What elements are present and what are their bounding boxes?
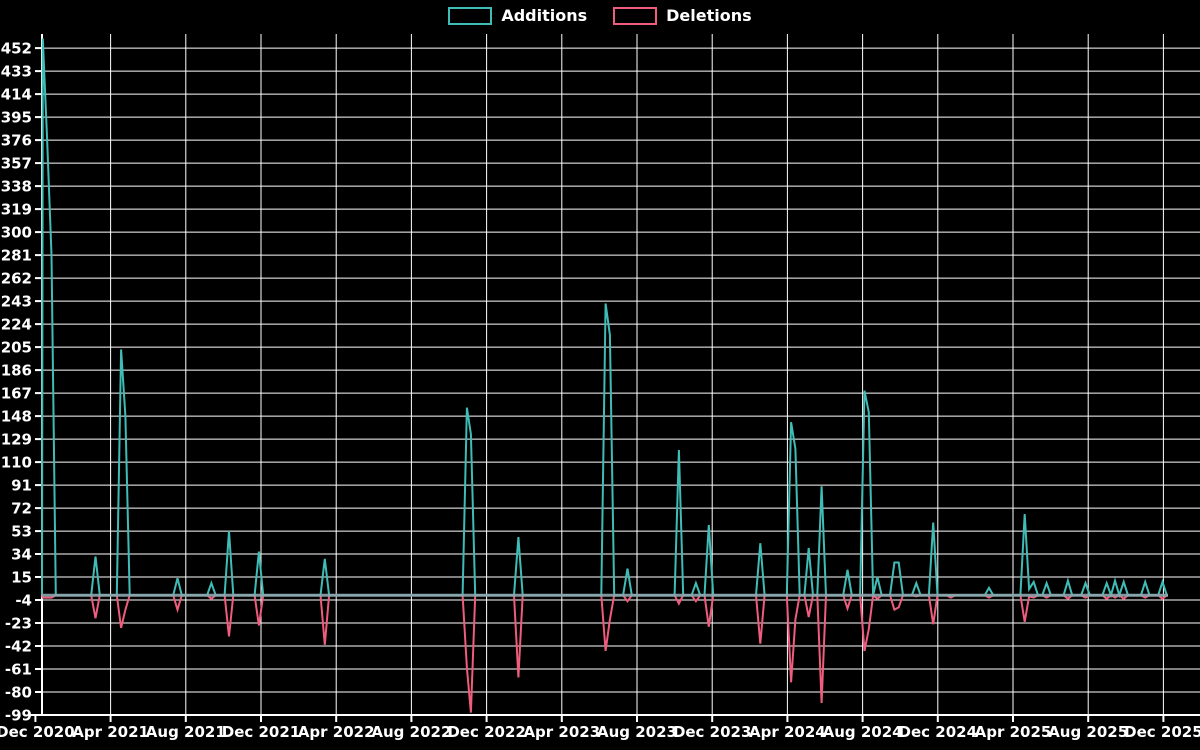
y-axis-tick-label: 15	[11, 569, 32, 587]
y-axis-tick-label: 148	[1, 408, 32, 426]
y-axis-tick-label: 167	[1, 385, 32, 403]
x-axis-tick-label: Apr 2023	[523, 723, 600, 741]
x-axis-tick-label: Aug 2022	[371, 723, 451, 741]
y-axis-tick-label: -61	[5, 661, 32, 679]
x-axis-tick-label: Apr 2022	[298, 723, 375, 741]
y-axis-tick-label: -23	[5, 615, 32, 633]
legend-label-deletions: Deletions	[666, 6, 752, 25]
x-axis-tick-label: Apr 2025	[975, 723, 1052, 741]
y-axis-tick-label: 224	[1, 316, 32, 334]
x-axis-tick-label: Dec 2020	[0, 723, 75, 741]
y-axis-tick-label: 452	[1, 40, 32, 58]
x-axis-tick-label: Apr 2024	[749, 723, 826, 741]
y-axis-tick-label: 338	[1, 178, 32, 196]
y-axis-tick-label: 357	[1, 155, 32, 173]
legend-label-additions: Additions	[501, 6, 588, 25]
x-axis-tick-label: Apr 2021	[72, 723, 149, 741]
x-axis-tick-label: Aug 2024	[823, 723, 903, 741]
y-axis-tick-label: 376	[1, 132, 32, 150]
y-axis-tick-label: 319	[1, 201, 32, 219]
legend-item-additions[interactable]: Additions	[448, 6, 587, 25]
y-axis-tick-label: 433	[1, 63, 32, 81]
legend-item-deletions[interactable]: Deletions	[613, 6, 752, 25]
y-axis-tick-label: 129	[1, 431, 32, 449]
x-axis-tick-label: Aug 2023	[597, 723, 677, 741]
y-axis-tick-label: 72	[11, 500, 32, 518]
y-axis-tick-label: 53	[11, 523, 32, 541]
y-axis-tick-label: 300	[1, 224, 32, 242]
y-axis-tick-label: -42	[5, 638, 32, 656]
x-axis-tick-label: Dec 2023	[673, 723, 752, 741]
y-axis-tick-label: 262	[1, 270, 32, 288]
y-axis-tick-label: 205	[1, 339, 32, 357]
x-axis-tick-label: Aug 2025	[1048, 723, 1128, 741]
y-axis-tick-label: 243	[1, 293, 32, 311]
x-axis-tick-label: Dec 2024	[899, 723, 978, 741]
y-axis-tick-label: -99	[5, 707, 32, 725]
y-axis-tick-label: 110	[1, 454, 32, 472]
deletions-line	[41, 593, 1168, 713]
chart-legend: Additions Deletions	[0, 6, 1200, 25]
y-axis-tick-label: -80	[5, 684, 32, 702]
x-axis-tick-label: Dec 2021	[222, 723, 301, 741]
y-axis-tick-label: 91	[11, 477, 32, 495]
deletions-swatch-icon	[613, 6, 658, 25]
y-axis-tick-label: 414	[1, 86, 32, 104]
y-axis-tick-label: 281	[1, 247, 32, 265]
y-axis-tick-label: 395	[1, 109, 32, 127]
y-axis-tick-label: -4	[15, 592, 32, 610]
y-axis-tick-label: 34	[11, 546, 32, 564]
x-axis-tick-label: Dec 2022	[447, 723, 526, 741]
additions-swatch-icon	[448, 6, 493, 25]
y-axis-tick-label: 186	[1, 362, 32, 380]
x-axis-tick-label: Aug 2021	[146, 723, 226, 741]
x-axis-tick-label: Dec 2025	[1124, 723, 1200, 741]
additions-line	[41, 38, 1168, 599]
